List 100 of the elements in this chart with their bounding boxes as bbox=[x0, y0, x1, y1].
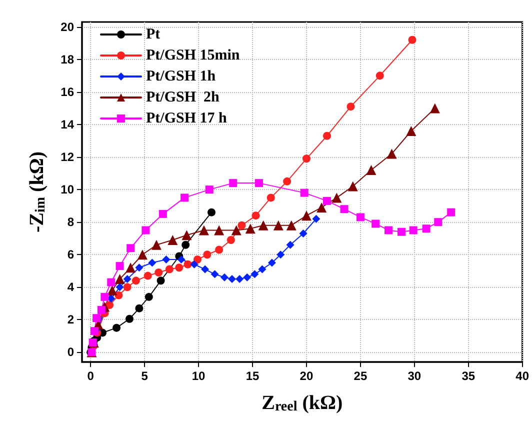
y-tick-label: 12 bbox=[60, 150, 74, 164]
point bbox=[252, 212, 260, 220]
point bbox=[231, 225, 242, 236]
point bbox=[434, 218, 442, 226]
point bbox=[112, 324, 121, 332]
point bbox=[182, 240, 190, 249]
point bbox=[332, 192, 342, 203]
y-tick-label: 0 bbox=[67, 345, 74, 360]
y-tick-label: 6 bbox=[67, 248, 74, 262]
point bbox=[126, 262, 136, 273]
point bbox=[236, 275, 244, 284]
point bbox=[123, 275, 132, 284]
point bbox=[116, 283, 124, 292]
point bbox=[268, 258, 276, 267]
point bbox=[340, 205, 348, 214]
point bbox=[198, 225, 209, 236]
point bbox=[175, 264, 184, 272]
x-tick-label: 15 bbox=[246, 369, 260, 383]
point bbox=[205, 186, 214, 194]
x-tick-label: 0 bbox=[87, 369, 94, 383]
point bbox=[135, 304, 144, 312]
point bbox=[203, 250, 212, 259]
point bbox=[158, 210, 167, 218]
point bbox=[193, 256, 202, 264]
point bbox=[397, 228, 406, 236]
point bbox=[409, 226, 418, 234]
point bbox=[356, 213, 364, 222]
point bbox=[142, 226, 150, 234]
point bbox=[135, 264, 144, 272]
point bbox=[386, 148, 397, 159]
point bbox=[408, 36, 416, 44]
y-tick-label: 20 bbox=[60, 20, 74, 34]
point bbox=[90, 327, 98, 336]
point bbox=[220, 273, 228, 282]
point bbox=[238, 221, 246, 230]
point bbox=[177, 256, 186, 264]
point bbox=[226, 236, 235, 244]
y-tick-label: 18 bbox=[60, 52, 74, 66]
point bbox=[312, 214, 320, 223]
point bbox=[92, 314, 101, 322]
x-tick-label: 40 bbox=[516, 369, 530, 383]
point bbox=[254, 179, 263, 188]
y-tick-label: 16 bbox=[60, 84, 74, 99]
point bbox=[190, 260, 198, 268]
point bbox=[144, 292, 153, 301]
point bbox=[148, 258, 156, 267]
x-tick-label: 20 bbox=[300, 369, 314, 383]
point bbox=[430, 103, 440, 114]
x-tick-label: 10 bbox=[192, 369, 206, 383]
point bbox=[384, 226, 392, 234]
point bbox=[162, 256, 170, 264]
point bbox=[123, 283, 132, 292]
point bbox=[273, 220, 284, 230]
point bbox=[165, 265, 174, 274]
point bbox=[114, 274, 125, 284]
legend-label: Pt/GSH 1h bbox=[146, 68, 216, 84]
point bbox=[100, 292, 109, 301]
point bbox=[302, 154, 310, 163]
point bbox=[316, 202, 327, 212]
y-tick-label: 8 bbox=[67, 215, 74, 230]
point bbox=[243, 273, 252, 282]
y-tick-label: 14 bbox=[60, 117, 74, 132]
point bbox=[276, 250, 285, 259]
y-tick-label: 10 bbox=[60, 182, 74, 197]
point bbox=[266, 194, 275, 202]
point bbox=[286, 240, 294, 249]
point bbox=[215, 246, 224, 254]
x-tick-label: 5 bbox=[141, 369, 148, 383]
point bbox=[447, 208, 456, 216]
point bbox=[348, 181, 358, 192]
point bbox=[406, 126, 416, 136]
point bbox=[132, 276, 140, 285]
point bbox=[250, 270, 259, 278]
point bbox=[229, 179, 238, 188]
point bbox=[168, 234, 178, 245]
point bbox=[366, 165, 376, 176]
point bbox=[156, 276, 165, 285]
x-tick-label: 35 bbox=[462, 369, 476, 383]
y-tick-label: 4 bbox=[67, 280, 74, 294]
point bbox=[258, 265, 266, 274]
point bbox=[210, 270, 219, 278]
point bbox=[182, 230, 192, 240]
point bbox=[107, 285, 118, 296]
point bbox=[125, 314, 134, 323]
point bbox=[137, 250, 148, 260]
legend-label: Pt/GSH 15min bbox=[146, 48, 240, 64]
point bbox=[154, 268, 163, 277]
point bbox=[300, 188, 308, 197]
x-tick-label: 25 bbox=[354, 369, 368, 383]
legend-label: Pt/GSH 17 h bbox=[146, 110, 228, 126]
point bbox=[322, 196, 331, 205]
point bbox=[372, 220, 380, 228]
point bbox=[299, 229, 308, 238]
point bbox=[422, 224, 430, 233]
legend-label: Pt/GSH 2h bbox=[146, 90, 220, 106]
point bbox=[97, 306, 106, 314]
point bbox=[283, 177, 292, 186]
point bbox=[184, 260, 192, 268]
x-axis-title: Zreel (kΩ) bbox=[262, 392, 343, 414]
point bbox=[208, 208, 216, 216]
